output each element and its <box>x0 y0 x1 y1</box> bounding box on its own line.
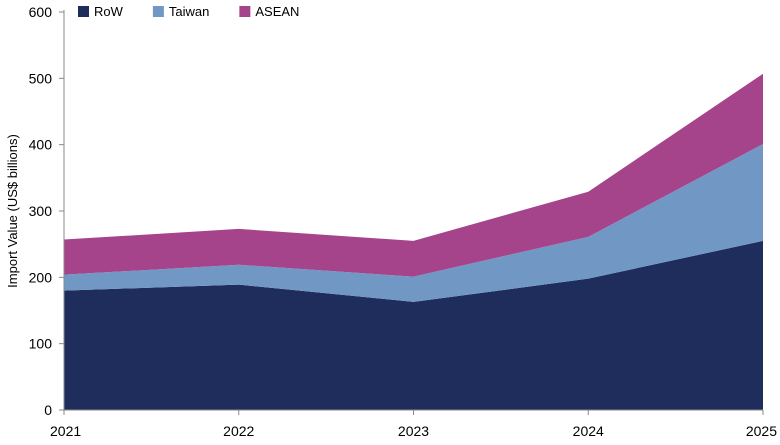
y-tick-label: 100 <box>29 336 53 352</box>
axes-group: 0 100 200 300 400 500 600 2021 2022 2023 2024 2025 <box>29 4 778 439</box>
legend-label-taiwan: Taiwan <box>169 4 209 19</box>
area-asean <box>64 73 763 277</box>
x-tick-label: 2021 <box>50 423 81 439</box>
x-tick-label: 2025 <box>746 423 777 439</box>
legend-label-row: RoW <box>94 4 124 19</box>
areas-group <box>64 73 763 410</box>
y-tick-label: 200 <box>29 269 53 285</box>
area-row <box>64 240 763 410</box>
x-tick-label: 2023 <box>398 423 429 439</box>
legend: RoW Taiwan ASEAN <box>78 4 299 19</box>
legend-swatch-asean <box>239 6 251 17</box>
y-tick-label: 600 <box>29 4 53 20</box>
y-tick-label: 0 <box>44 402 52 418</box>
x-tick-label: 2022 <box>223 423 254 439</box>
legend-swatch-taiwan <box>152 6 164 17</box>
legend-swatch-row <box>78 6 89 17</box>
x-tick-label: 2024 <box>573 423 604 439</box>
y-tick-label: 400 <box>29 137 53 153</box>
y-axis-label: Import Value (US$ billions) <box>5 134 20 288</box>
y-tick-label: 300 <box>29 203 53 219</box>
legend-label-asean: ASEAN <box>255 4 299 19</box>
y-tick-label: 500 <box>29 70 53 86</box>
area-taiwan <box>64 144 763 302</box>
